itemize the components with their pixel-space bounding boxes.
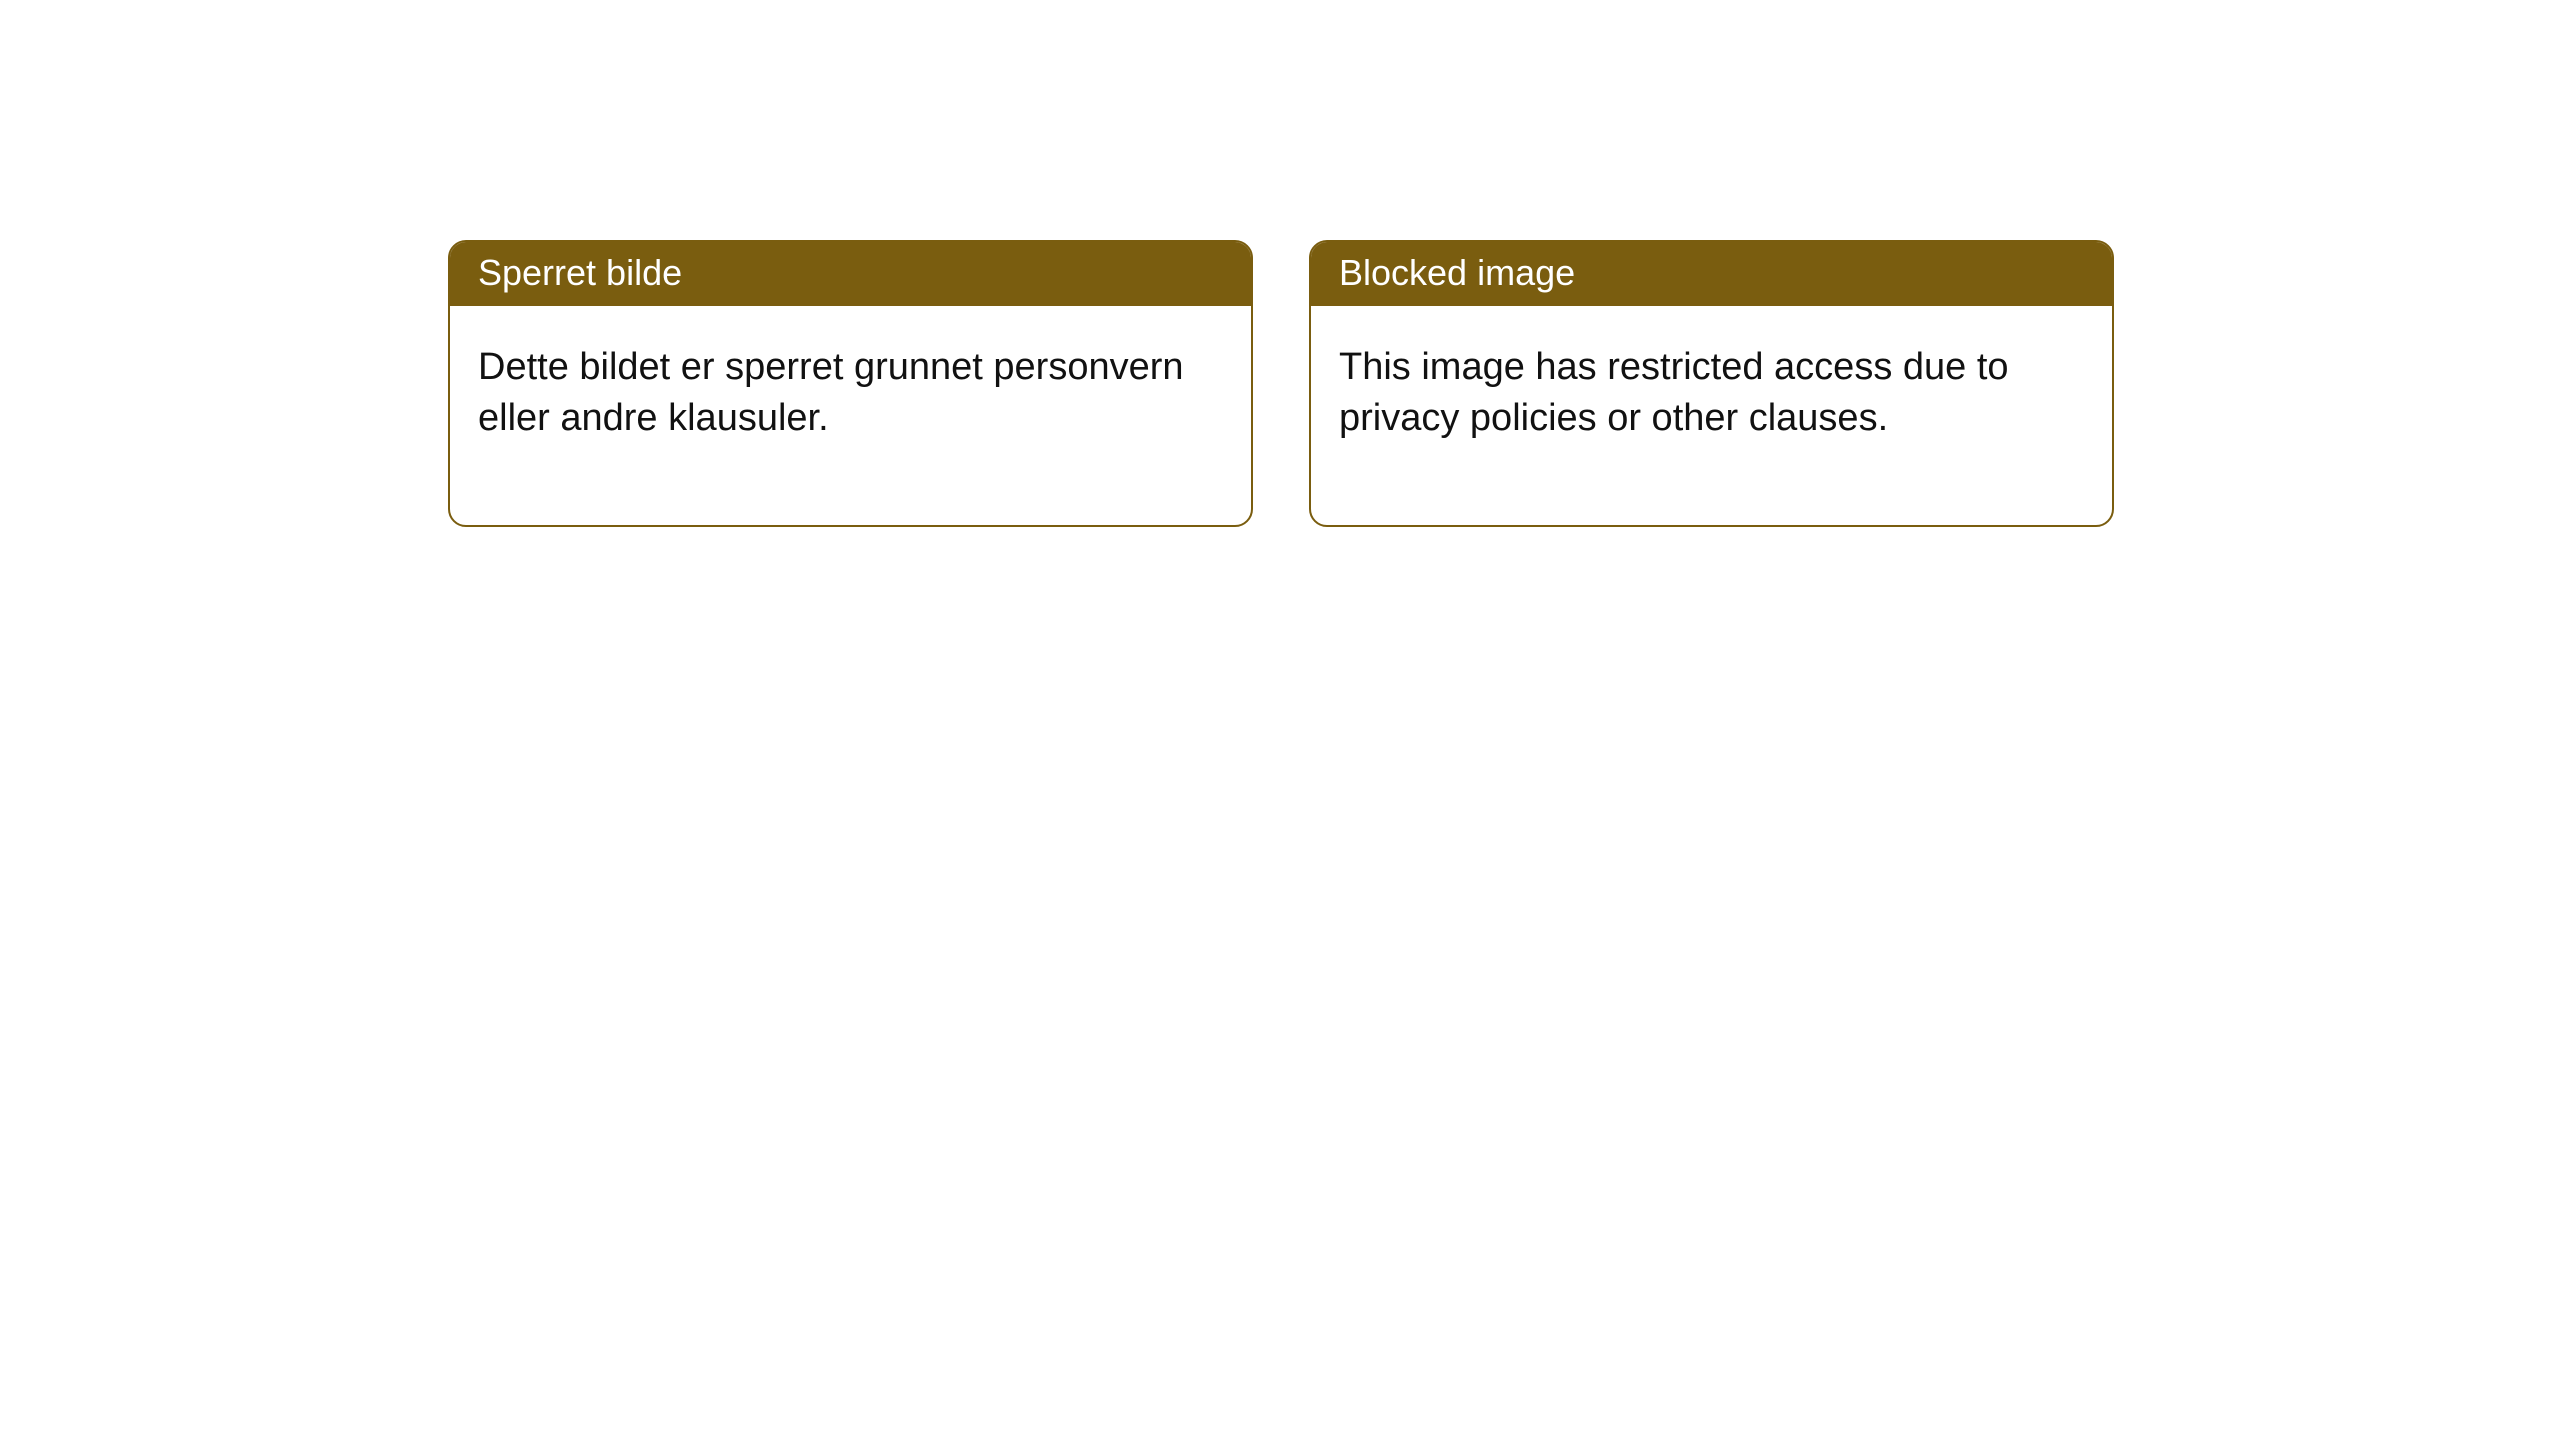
notice-box-english: Blocked image This image has restricted … (1309, 240, 2114, 527)
notice-title: Sperret bilde (450, 242, 1251, 306)
notice-message: This image has restricted access due to … (1311, 306, 2112, 525)
notice-message: Dette bildet er sperret grunnet personve… (450, 306, 1251, 525)
notice-container: Sperret bilde Dette bildet er sperret gr… (0, 0, 2560, 527)
notice-box-norwegian: Sperret bilde Dette bildet er sperret gr… (448, 240, 1253, 527)
notice-title: Blocked image (1311, 242, 2112, 306)
